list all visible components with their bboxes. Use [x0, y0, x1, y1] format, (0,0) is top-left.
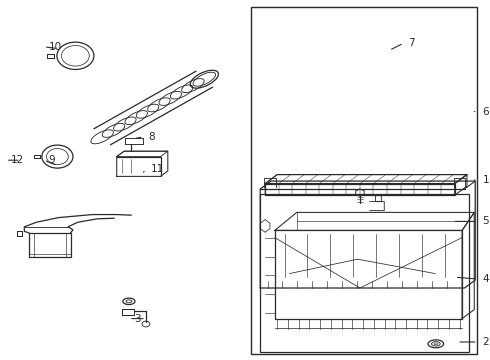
- Text: 8: 8: [148, 132, 155, 142]
- Text: 7: 7: [409, 38, 415, 48]
- Text: 4: 4: [483, 274, 489, 284]
- Text: 5: 5: [483, 216, 489, 226]
- Text: 3: 3: [134, 314, 141, 324]
- Bar: [260, 194, 469, 352]
- Text: 1: 1: [483, 175, 489, 185]
- Text: 10: 10: [49, 42, 62, 52]
- Text: 11: 11: [151, 164, 164, 174]
- Text: 12: 12: [11, 155, 24, 165]
- Text: 2: 2: [483, 337, 489, 347]
- Text: 9: 9: [49, 155, 55, 165]
- Text: 6: 6: [483, 107, 489, 117]
- Bar: [250, 7, 477, 354]
